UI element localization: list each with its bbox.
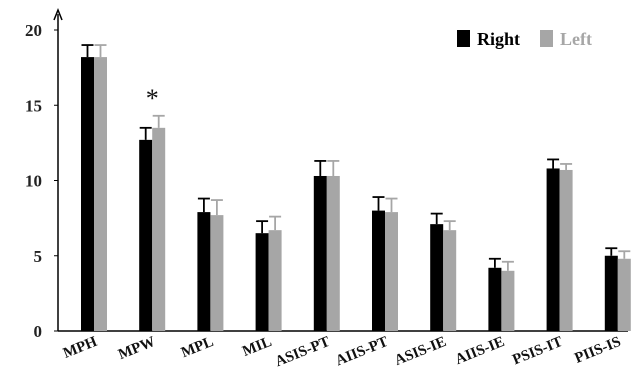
error-bar-left (210, 199, 223, 216)
y-tick-label: 10 (25, 172, 42, 191)
bar-left (501, 270, 515, 331)
bar-right (604, 255, 618, 331)
legend-swatch-left (540, 30, 553, 47)
x-category-label: MPL (179, 334, 216, 361)
y-axis-ticks: 0 5 10 15 20 (25, 21, 58, 341)
x-category-label: PSIS-IT (510, 334, 565, 369)
error-bar-right (488, 257, 501, 268)
bar-right (255, 233, 269, 331)
bar-left (443, 230, 457, 331)
error-bar-right (605, 247, 618, 256)
error-bar-right (314, 160, 327, 176)
y-tick-label: 15 (25, 96, 42, 115)
error-bar-left (94, 44, 107, 58)
bar-right (313, 175, 327, 331)
legend-label-left: Left (560, 29, 592, 49)
bar-right (546, 168, 560, 331)
error-bar-right (547, 158, 560, 169)
error-bar-left (327, 160, 340, 176)
bar-left (152, 127, 166, 331)
x-category-label: MPH (61, 334, 100, 362)
x-category-label: AIIS-PT (333, 334, 390, 369)
bar-right (197, 212, 211, 331)
error-bar-left (501, 260, 514, 271)
error-bar-right (256, 220, 269, 234)
bar-right (430, 224, 444, 331)
y-tick-label: 5 (34, 247, 43, 266)
significance-marker: * (146, 84, 159, 113)
bar-left (559, 169, 573, 331)
bar-left (617, 258, 631, 331)
bar-right (81, 57, 94, 332)
x-category-label: AIIS-IE (453, 334, 507, 368)
x-category-label: MPW (116, 334, 158, 363)
bar-left (326, 175, 340, 331)
x-category-label: MIL (240, 334, 274, 360)
bars (81, 44, 631, 332)
y-tick-label: 0 (34, 322, 43, 341)
bar-right (488, 267, 502, 331)
error-bar-right (139, 126, 152, 140)
error-bar-right (372, 196, 385, 211)
x-category-label: ASIS-PT (273, 334, 332, 370)
bar-right (139, 139, 153, 331)
bar-right (372, 210, 385, 331)
legend-label-right: Right (477, 29, 520, 49)
legend: Right Left (457, 29, 592, 49)
error-bar-right (197, 197, 210, 213)
bar-left (210, 215, 224, 331)
error-bar-left (560, 163, 573, 170)
error-bar-left (269, 215, 282, 231)
bar-left (94, 57, 107, 332)
error-bar-right (430, 212, 443, 225)
error-bar-left (385, 197, 398, 213)
y-axis-arrow (53, 7, 63, 21)
error-bar-left (152, 114, 165, 128)
legend-swatch-right (457, 30, 470, 47)
error-bar-left (443, 220, 456, 231)
x-category-label: ASIS-IE (392, 334, 448, 369)
bar-left (385, 212, 398, 331)
error-bar-left (618, 250, 631, 259)
error-bar-right (81, 44, 94, 58)
y-tick-label: 20 (25, 21, 42, 40)
bar-left (268, 230, 282, 331)
x-category-label: PIIS-IS (572, 334, 623, 367)
annotations: * (146, 84, 159, 113)
